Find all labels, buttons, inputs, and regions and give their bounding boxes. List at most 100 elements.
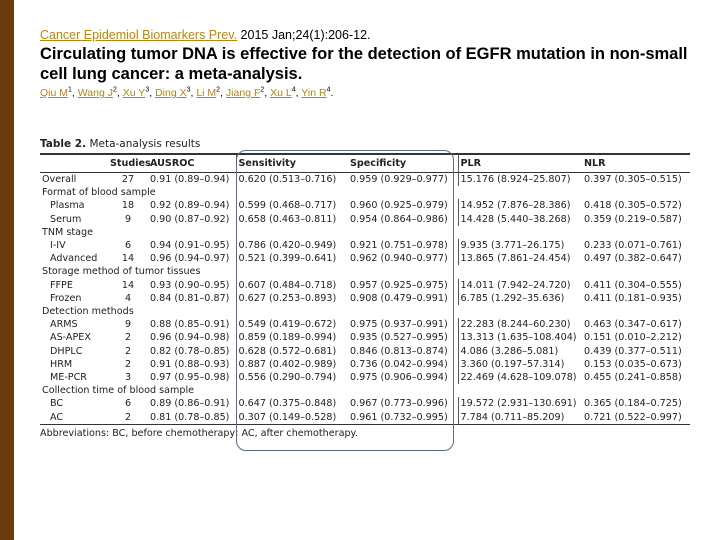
table-cell: 0.786 (0.420–0.949) xyxy=(235,239,348,253)
author-link[interactable]: Wang J xyxy=(77,87,113,99)
table-cell: 0.967 (0.773–0.996) xyxy=(350,398,448,410)
table-cell: 0.97 (0.95–0.98) xyxy=(150,372,230,384)
table-cell: 0.91 (0.89–0.94) xyxy=(150,174,230,185)
table-cell: 4 xyxy=(124,292,132,304)
table-row: AC 2 0.81 (0.78–0.85) 0.307 (0.149–0.528) 0.… xyxy=(40,410,690,425)
table-cell: 0.96 (0.94–0.97) xyxy=(150,253,230,265)
row-label: HRM xyxy=(50,358,73,370)
row-label: Serum xyxy=(50,213,82,225)
author-link[interactable]: Yin R xyxy=(301,87,327,99)
table-cell: 0.397 (0.305–0.515) xyxy=(584,174,682,185)
table-cell: 9 xyxy=(124,213,132,225)
table-label: Table 2. xyxy=(40,138,87,150)
row-label: BC xyxy=(50,398,64,410)
table-cell: 0.954 (0.864–0.986) xyxy=(350,213,448,225)
table-cell: 0.957 (0.925–0.975) xyxy=(350,279,448,291)
row-label: Advanced xyxy=(50,253,98,265)
results-table-figure: Table 2. Meta-analysis results Studies AU… xyxy=(40,138,690,451)
author-list: Qiu M1, Wang J2, Xu Y3, Ding X3, Li M2, … xyxy=(40,86,334,100)
table-cell: 0.463 (0.347–0.617) xyxy=(584,319,682,331)
table-cell: 0.975 (0.937–0.991) xyxy=(350,319,448,331)
table-cell: 3.360 (0.197–57.314) xyxy=(457,357,582,372)
table-cell: 7.784 (0.711–85.209) xyxy=(457,410,582,425)
author-separator: , xyxy=(116,87,123,99)
table-cell: 2 xyxy=(124,411,132,423)
author-separator: , xyxy=(220,87,226,99)
group-label: Storage method of tumor tissues xyxy=(42,266,201,278)
table-cell: 6 xyxy=(124,240,132,252)
table-cell: 15.176 (8.924–25.807) xyxy=(457,172,582,187)
left-accent-bar xyxy=(0,0,14,540)
table-cell: 0.90 (0.87–0.92) xyxy=(150,213,230,225)
affiliation-number: 3 xyxy=(145,86,150,94)
table-cell: 0.497 (0.382–0.647) xyxy=(584,253,682,265)
author-link[interactable]: Xu Y xyxy=(122,87,146,99)
table-row: ME-PCR 3 0.97 (0.95–0.98) 0.556 (0.290–0.79… xyxy=(40,371,690,385)
group-header-row: Storage method of tumor tissues xyxy=(40,265,690,278)
row-label: ARMS xyxy=(50,319,78,331)
author-link[interactable]: Ding X xyxy=(155,87,187,99)
author-link[interactable]: Li M xyxy=(196,87,217,99)
table-cell: 9.935 (3.771–26.175) xyxy=(457,239,582,253)
table-caption-text: Meta-analysis results xyxy=(89,138,201,150)
table-footnote: Abbreviations: BC, before chemotherapy; … xyxy=(40,427,358,439)
table-cell: 0.89 (0.86–0.91) xyxy=(150,398,230,410)
table-cell: 0.88 (0.85–0.91) xyxy=(150,319,230,331)
author-separator: , xyxy=(190,87,197,99)
table-cell: 0.975 (0.906–0.994) xyxy=(350,372,448,384)
affiliation-number: 2 xyxy=(260,86,265,94)
table-cell: 0.859 (0.189–0.994) xyxy=(235,331,348,345)
table-cell: 6 xyxy=(124,398,132,410)
table-cell: 0.418 (0.305–0.572) xyxy=(584,200,682,212)
table-caption: Table 2. Meta-analysis results xyxy=(40,138,690,150)
journal-link[interactable]: Cancer Epidemiol Biomarkers Prev. xyxy=(40,28,238,42)
author-link[interactable]: Jiang F xyxy=(225,87,261,99)
table-cell: 2 xyxy=(124,358,132,370)
author-separator: . xyxy=(330,87,334,99)
table-cell: 0.921 (0.751–0.978) xyxy=(350,240,448,252)
table-cell: 0.411 (0.304–0.555) xyxy=(584,279,682,291)
group-header-row: Format of blood sample xyxy=(40,186,690,199)
author-link[interactable]: Xu L xyxy=(270,87,292,99)
row-label: Frozen xyxy=(50,292,82,304)
table-cell: 0.153 (0.035–0.673) xyxy=(584,358,682,370)
group-label: Format of blood sample xyxy=(42,187,156,199)
table-row: Overall 27 0.91 (0.89–0.94) 0.620 (0.513–0.… xyxy=(40,172,690,187)
table-cell: 0.81 (0.78–0.85) xyxy=(150,411,230,423)
row-label: FFPE xyxy=(50,279,73,291)
table-cell: 14 xyxy=(121,253,135,265)
table-cell: 0.94 (0.91–0.95) xyxy=(150,240,230,252)
citation-details: 2015 Jan;24(1):206-12. xyxy=(240,28,371,42)
group-header-row: TNM stage xyxy=(40,226,690,239)
column-header: PLR xyxy=(457,154,582,173)
table-row: FFPE 14 0.93 (0.90–0.95) 0.607 (0.484–0.718… xyxy=(40,278,690,292)
group-header-row: Collection time of blood sample xyxy=(40,384,690,397)
group-label: Collection time of blood sample xyxy=(42,385,195,397)
table-cell: 0.411 (0.181–0.935) xyxy=(584,292,682,304)
table-row: HRM 2 0.91 (0.88–0.93) 0.887 (0.402–0.989) 0… xyxy=(40,357,690,372)
author-separator: , xyxy=(295,87,302,99)
table-cell: 13.865 (7.861–24.454) xyxy=(457,252,582,266)
table-cell: 2 xyxy=(124,332,132,344)
table-cell: 13.313 (1.635–108.404) xyxy=(457,331,582,345)
table-cell: 0.549 (0.419–0.672) xyxy=(235,318,348,332)
table-cell: 4.086 (3.286–5.081) xyxy=(457,344,582,358)
column-header: Specificity xyxy=(350,158,407,169)
table-cell: 0.439 (0.377–0.511) xyxy=(584,345,682,357)
table-row: DHPLC 2 0.82 (0.78–0.85) 0.628 (0.572–0.681… xyxy=(40,344,690,358)
table-row: AS-APEX 2 0.96 (0.94–0.98) 0.859 (0.189–0.9… xyxy=(40,331,690,345)
table-cell: 0.84 (0.81–0.87) xyxy=(150,292,230,304)
table-cell: 0.82 (0.78–0.85) xyxy=(150,345,230,357)
row-label: I-IV xyxy=(50,240,66,252)
table-cell: 19.572 (2.931–130.691) xyxy=(457,397,582,411)
group-label: TNM stage xyxy=(42,226,93,238)
column-header: Sensitivity xyxy=(235,154,348,173)
table-row: Frozen 4 0.84 (0.81–0.87) 0.627 (0.253–0.89… xyxy=(40,291,690,306)
author-link[interactable]: Qiu M xyxy=(40,87,69,99)
affiliation-number: 2 xyxy=(112,86,117,94)
table-cell: 0.962 (0.940–0.977) xyxy=(350,253,448,265)
table-cell: 0.359 (0.219–0.587) xyxy=(584,213,682,225)
row-label: DHPLC xyxy=(50,345,83,357)
author-separator: , xyxy=(149,87,156,99)
affiliation-number: 4 xyxy=(326,86,331,94)
